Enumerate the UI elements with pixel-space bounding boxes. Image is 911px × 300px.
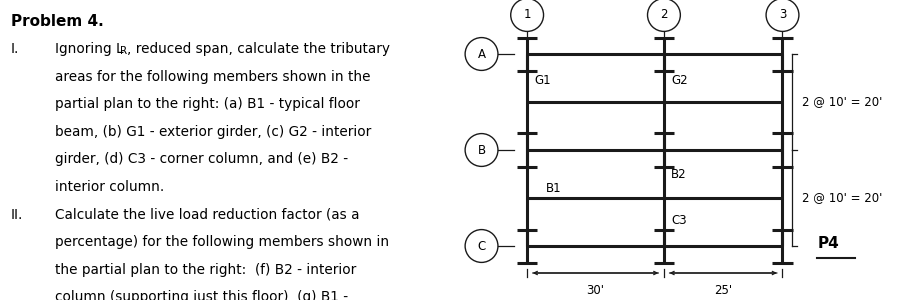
Text: 2 @ 10' = 20': 2 @ 10' = 20': [801, 191, 881, 205]
Text: C: C: [476, 239, 486, 253]
Text: 1: 1: [523, 8, 530, 22]
Text: percentage) for the following members shown in: percentage) for the following members sh…: [55, 235, 388, 249]
Ellipse shape: [465, 230, 497, 262]
Text: B1: B1: [545, 182, 560, 195]
Text: Ignoring L: Ignoring L: [55, 42, 123, 56]
Text: , reduced span, calculate the tributary: , reduced span, calculate the tributary: [128, 42, 390, 56]
Text: G1: G1: [534, 74, 550, 86]
Text: G2: G2: [670, 74, 687, 86]
Text: 2: 2: [660, 8, 667, 22]
Text: B: B: [477, 143, 485, 157]
Text: A: A: [477, 47, 485, 61]
Ellipse shape: [647, 0, 680, 32]
Ellipse shape: [465, 38, 497, 70]
Text: C3: C3: [670, 214, 686, 226]
Text: R: R: [120, 46, 127, 56]
Text: areas for the following members shown in the: areas for the following members shown in…: [55, 70, 370, 84]
Text: 2 @ 10' = 20': 2 @ 10' = 20': [801, 95, 881, 109]
Text: interior column.: interior column.: [55, 180, 164, 194]
Text: P4: P4: [816, 236, 838, 250]
Text: beam, (b) G1 - exterior girder, (c) G2 - interior: beam, (b) G1 - exterior girder, (c) G2 -…: [55, 125, 371, 139]
Ellipse shape: [510, 0, 543, 32]
Text: Problem 4.: Problem 4.: [11, 14, 104, 28]
Text: column (supporting just this floor), (g) B1 -: column (supporting just this floor), (g)…: [55, 290, 347, 300]
Ellipse shape: [765, 0, 798, 32]
Text: partial plan to the right: (a) B1 - typical floor: partial plan to the right: (a) B1 - typi…: [55, 97, 359, 111]
Text: 3: 3: [778, 8, 785, 22]
Text: girder, (d) C3 - corner column, and (e) B2 -: girder, (d) C3 - corner column, and (e) …: [55, 152, 347, 167]
Text: I.: I.: [11, 42, 19, 56]
Text: Calculate the live load reduction factor (as a: Calculate the live load reduction factor…: [55, 208, 359, 222]
Text: 25': 25': [713, 284, 732, 296]
Text: 30': 30': [586, 284, 604, 296]
Text: B2: B2: [670, 168, 686, 181]
Text: the partial plan to the right:  (f) B2 - interior: the partial plan to the right: (f) B2 - …: [55, 263, 355, 277]
Text: II.: II.: [11, 208, 24, 222]
Ellipse shape: [465, 134, 497, 166]
